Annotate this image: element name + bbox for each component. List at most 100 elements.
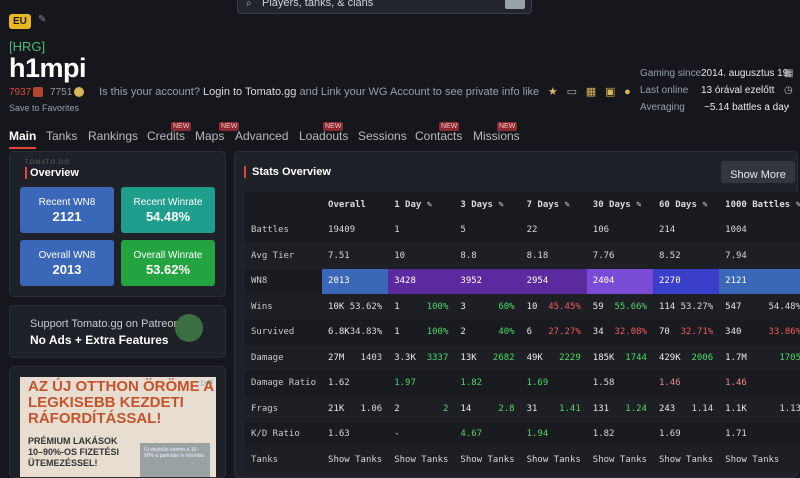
rank-badge-icon (33, 87, 44, 98)
tab-tanks[interactable]: Tanks (46, 129, 78, 143)
row-label: Wins (251, 301, 273, 312)
show-tanks-link[interactable]: Show Tanks (328, 454, 383, 465)
row-label: Damage Ratio (251, 378, 317, 389)
stats-cell: 27M 1403 (328, 352, 383, 363)
stats-cell: 1.97 (394, 378, 416, 389)
stats-row-damage: Damage 27M 1403 3.3K 3337 13K 2682 49K 2229 185K 1… (245, 345, 800, 371)
stats-cell: 1 (394, 225, 400, 236)
clan-tag[interactable]: [HRG] (9, 39, 46, 54)
player-name: h1mpi (9, 53, 87, 83)
patreon-banner[interactable]: Support Tomato.gg on Patreon No Ads + Ex… (9, 305, 226, 358)
column-header: 1 Day ✎ (394, 199, 433, 210)
stats-cell: 34 32.08% (592, 327, 647, 338)
stats-cell: 31 1.41 (526, 403, 581, 414)
column-header: 7 Days ✎ (526, 199, 570, 210)
ad-subline: PRÉMIUM LAKÁSOK 10–90%-OS FIZETÉSI ÜTEME… (28, 436, 120, 468)
column-header: 30 Days ✎ (592, 199, 642, 210)
stats-row-kd: K/D Ratio 1.63 - 4.67 1.94 1.82 1.69 1.71 (245, 421, 800, 447)
stats-cell: 547 54.48% (725, 301, 800, 312)
calendar-icon: ▦ (784, 68, 794, 79)
search-input[interactable]: ⌕ Players, tanks, & clans (237, 0, 532, 14)
row-label: Battles (251, 225, 289, 236)
show-tanks-link[interactable]: Show Tanks (658, 454, 714, 465)
stats-cell: 1.82 (592, 429, 615, 440)
tab-main[interactable]: Main (9, 129, 37, 149)
stats-cell: 7.51 (328, 250, 350, 261)
search-placeholder: Players, tanks, & clans (262, 0, 374, 9)
show-tanks-link[interactable]: Show Tanks (725, 454, 780, 465)
stats-cell: 70 32.71% (658, 327, 714, 338)
stats-cell: 106 (592, 225, 610, 236)
chart-icon: ◔ (784, 102, 791, 113)
stats-cell: 13K 2682 (460, 352, 515, 363)
stats-cell: 429K 2006 (658, 352, 714, 363)
star-icon: ★ (547, 86, 558, 98)
show-tanks-link[interactable]: Show Tanks (526, 454, 581, 465)
column-header: Overall (328, 199, 366, 210)
stats-row-frags: Frags 21K 1.06 2 2 14 2.8 31 1.41 131 1.24 243 1.14 1… (245, 396, 800, 422)
row-label: Survived (251, 327, 295, 338)
login-link[interactable]: Login to Tomato.gg (203, 86, 297, 98)
search-icon: ⌕ (246, 0, 252, 9)
gold-icon: ▣ (604, 86, 616, 98)
badge-icon: ● (624, 86, 631, 98)
stats-cell: 1.46 (725, 378, 747, 389)
show-tanks-link[interactable]: Show Tanks (460, 454, 515, 465)
stats-row-wins: Wins 10K 53.62% 1 100% 3 60% 10 45.45% 59 55.66% 11… (245, 294, 800, 320)
stats-cell: 7.76 (592, 250, 615, 261)
row-label: Avg Tier (251, 250, 295, 261)
show-tanks-link[interactable]: Show Tanks (592, 454, 647, 465)
ticket-icon: ▭ (566, 86, 577, 98)
tab-missions[interactable]: Missions NEW (473, 122, 520, 143)
stats-cell: - (394, 429, 400, 440)
stats-cell: 1.82 (460, 378, 483, 389)
meta-gaming-since: Gaming since 2014. augusztus 19. ▦ (640, 68, 794, 79)
advertisement[interactable]: ▷✕ AZ ÚJ OTTHON ÖRÖME A LEGKISEBB KEZDET… (20, 377, 216, 477)
tab-loadouts[interactable]: Loadouts NEW (299, 122, 349, 143)
patreon-line1: Support Tomato.gg on Patreon (30, 318, 180, 330)
ad-headline: AZ ÚJ OTTHON ÖRÖME A LEGKISEBB KEZDETI R… (28, 378, 214, 427)
stats-row-survived: Survived 6.8K 34.83% 1 100% 2 40% 6 27.27% 34 32.0… (245, 319, 800, 345)
rating-primary: 7937 (9, 87, 32, 98)
meta-averaging: Averaging ~5.14 battles a day ◔ (640, 102, 791, 113)
stats-cell: 59 55.66% (592, 301, 647, 312)
stats-cell: 1.94 (526, 429, 549, 440)
stats-cell: 8.52 (658, 250, 681, 261)
show-more-button[interactable]: Show More (721, 161, 795, 183)
tomato-mascot-icon (175, 314, 203, 342)
stats-row-wn8: WN8 2013 3428 3952 2954 2404 2270 2121 (245, 268, 800, 294)
stats-cell: 22 (526, 225, 538, 236)
tab-maps[interactable]: Maps NEW (195, 122, 240, 143)
stats-cell: 10 45.45% (526, 301, 581, 312)
save-favorites-link[interactable]: Save to Favorites (9, 103, 80, 113)
ad-small-text: Új vásárlás esetén a 10–90%-a parkoláe i… (140, 443, 210, 477)
overall-wn8-box: Overall WN8 2013 (20, 240, 114, 286)
tab-advanced[interactable]: Advanced (235, 129, 289, 143)
stats-cell: 2013 (322, 268, 389, 294)
stats-cell: 1 100% (394, 301, 449, 312)
show-tanks-link[interactable]: Show Tanks (394, 454, 449, 465)
stats-cell: 2404 (586, 268, 653, 294)
region-badge[interactable]: EU (9, 14, 31, 29)
stats-cell: 1.46 (658, 378, 681, 389)
stats-cell: 185K 1744 (592, 352, 647, 363)
stats-cell: 243 1.14 (658, 403, 714, 414)
stats-cell: 3.3K 3337 (394, 352, 449, 363)
stats-cell: 1.58 (592, 378, 615, 389)
recent-winrate-box: Recent Winrate 54.48% (121, 187, 215, 233)
row-label: K/D Ratio (251, 429, 300, 440)
ad-container: ▷✕ AZ ÚJ OTTHON ÖRÖME A LEGKISEBB KEZDET… (9, 366, 226, 478)
rating-row: 7937 7751 Is this your account? Login to… (9, 85, 631, 98)
language-icon[interactable]: ✎ (38, 14, 47, 25)
tab-credits[interactable]: Credits NEW (147, 122, 192, 143)
stats-cell: 214 (658, 225, 676, 236)
tab-sessions[interactable]: Sessions (358, 129, 407, 143)
stats-cell: 1.62 (328, 378, 350, 389)
tab-rankings[interactable]: Rankings (88, 129, 139, 143)
stats-overview-panel: Stats Overview Show More Overall 1 Day ✎ 3… (234, 151, 800, 478)
tab-contacts[interactable]: Contacts NEW (415, 122, 463, 143)
ad-choices-icon[interactable]: ▷✕ (201, 378, 214, 387)
clock-icon: ◷ (784, 85, 793, 96)
search-button[interactable] (505, 0, 525, 9)
